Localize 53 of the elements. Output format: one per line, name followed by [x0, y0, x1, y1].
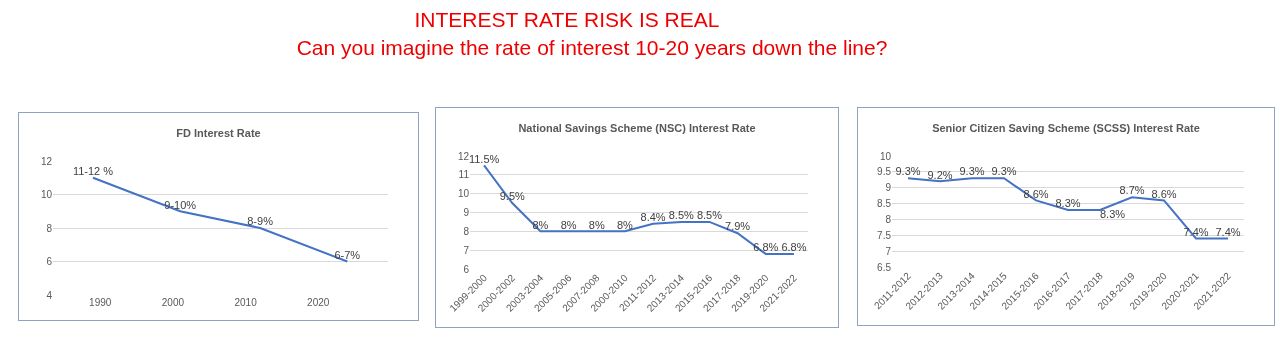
data-label: 9.3% — [959, 165, 985, 178]
y-tick-label: 12 — [40, 155, 53, 167]
data-label: 9-10% — [164, 198, 197, 211]
data-label: 9.3% — [991, 165, 1017, 178]
y-tick-label: 10 — [879, 150, 892, 162]
x-tick-label: 2000 — [161, 297, 185, 308]
data-label: 7.9% — [725, 220, 751, 233]
data-label: 9.2% — [927, 168, 953, 181]
data-label: 8.5% — [696, 209, 723, 222]
chart-title: National Savings Scheme (NSC) Interest Rate — [518, 121, 756, 134]
y-tick-label: 6 — [463, 263, 470, 275]
data-label: 8-9% — [247, 215, 274, 228]
text: Can you imagine the rate of interest 10-20 years down the line? — [295, 35, 889, 61]
data-label: 11-12 % — [72, 165, 114, 177]
y-tick-label: 8 — [46, 222, 53, 234]
y-tick-label: 11 — [458, 169, 470, 181]
data-label: 8.4% — [640, 211, 666, 224]
chart-title: Senior Citizen Saving Scheme (SCSS) Interest Rate — [932, 121, 1200, 134]
data-label: 8.6% — [1151, 187, 1177, 200]
y-tick-label: 4 — [46, 289, 53, 301]
y-tick-label: 9 — [463, 207, 470, 218]
y-tick-label: 7 — [885, 245, 892, 257]
data-label: 6.8% — [753, 241, 779, 254]
y-tick-label: 10 — [457, 188, 470, 200]
x-tick-label: 1990 — [89, 297, 112, 308]
data-label: 7.4% — [1215, 225, 1241, 238]
y-tick-label: 8.5 — [877, 198, 892, 210]
y-tick-label: 6 — [46, 256, 53, 267]
data-label: 8.5% — [668, 209, 694, 222]
data-label: 6-7% — [334, 248, 361, 261]
data-label: 11.5% — [468, 152, 500, 165]
text: INTEREST RATE RISK IS REAL — [413, 7, 721, 33]
y-tick-label: 6.5 — [877, 261, 892, 273]
y-tick-label: 9 — [885, 182, 892, 194]
data-label: 8.3% — [1055, 197, 1081, 210]
data-label: 8.7% — [1119, 184, 1145, 197]
y-tick-label: 12 — [457, 150, 470, 162]
y-tick-label: 7 — [463, 244, 470, 256]
x-tick-label: 2010 — [234, 297, 258, 308]
y-tick-label: 8 — [463, 225, 470, 237]
y-tick-label: 8 — [885, 213, 892, 225]
data-label: 6.8% — [781, 241, 807, 254]
y-tick-label: 9.5 — [877, 166, 892, 178]
data-label: 9.3% — [895, 165, 921, 178]
data-label: 8% — [588, 218, 605, 231]
x-tick-label: 2020 — [307, 297, 330, 308]
y-tick-label: 10 — [40, 189, 53, 200]
data-label: 8% — [532, 218, 549, 231]
data-label: 8% — [560, 218, 577, 231]
chart-title: FD Interest Rate — [176, 126, 261, 139]
y-tick-label: 7.5 — [877, 229, 892, 241]
data-label: 8.3% — [1100, 208, 1126, 221]
data-label: 8% — [616, 218, 634, 231]
